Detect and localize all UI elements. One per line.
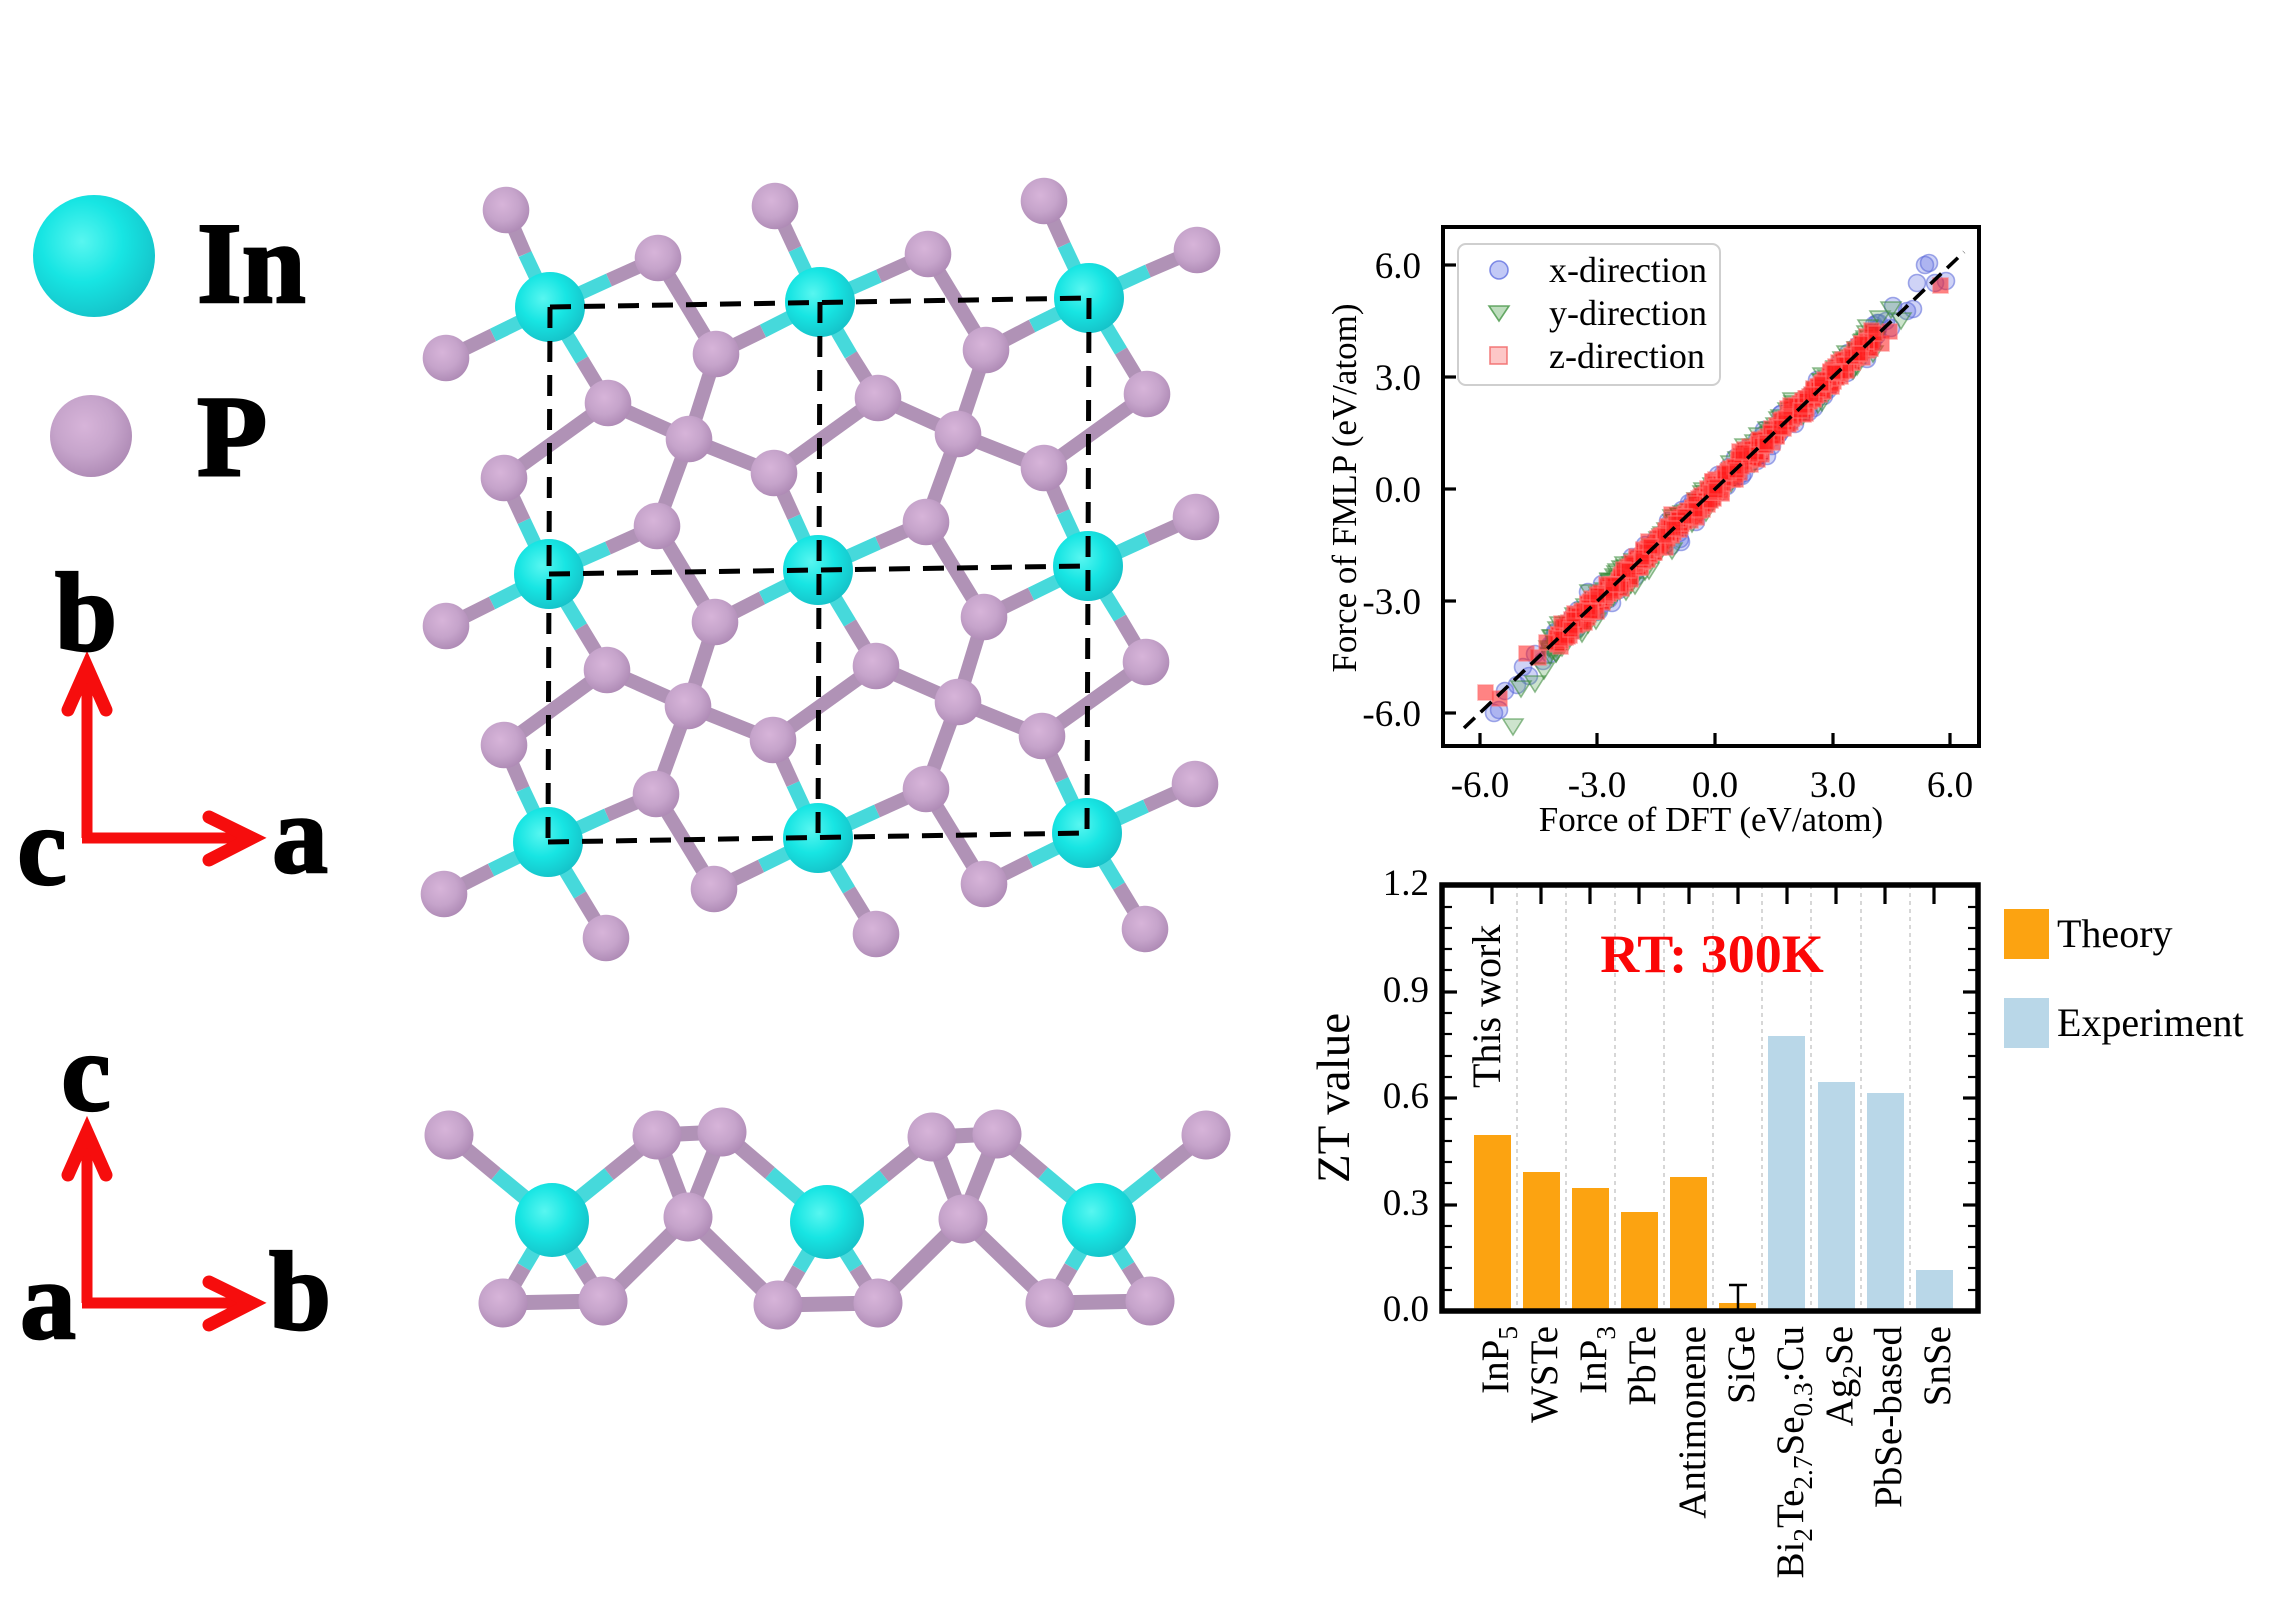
- svg-text:ZT value: ZT value: [1308, 1013, 1360, 1183]
- svg-text:y-direction: y-direction: [1549, 293, 1707, 333]
- svg-text:WSTe: WSTe: [1523, 1326, 1566, 1423]
- svg-text:Bi2​Te2.7​Se0.3​:Cu: Bi2​Te2.7​Se0.3​:Cu: [1769, 1326, 1818, 1579]
- svg-text:c: c: [61, 1011, 111, 1135]
- svg-text:-6.0: -6.0: [1362, 694, 1421, 735]
- svg-text:c: c: [17, 785, 67, 909]
- svg-text:3.0: 3.0: [1810, 765, 1856, 806]
- svg-text:a: a: [20, 1239, 76, 1363]
- svg-text:SnSe: SnSe: [1916, 1326, 1959, 1406]
- svg-text:This work: This work: [1464, 925, 1509, 1088]
- svg-text:In: In: [197, 200, 306, 327]
- svg-text:3.0: 3.0: [1375, 358, 1421, 399]
- svg-text:PbSe-based: PbSe-based: [1867, 1326, 1910, 1508]
- svg-text:Experiment: Experiment: [2057, 1000, 2244, 1045]
- svg-text:0.0: 0.0: [1375, 470, 1421, 511]
- svg-text:x-direction: x-direction: [1549, 250, 1707, 290]
- svg-text:Ag2​Se: Ag2​Se: [1818, 1326, 1867, 1426]
- svg-text:InP3​: InP3​: [1572, 1326, 1621, 1394]
- svg-text:RT: 300K: RT: 300K: [1600, 924, 1824, 984]
- svg-text:6.0: 6.0: [1927, 765, 1973, 806]
- svg-text:Force of FMLP (eV/atom): Force of FMLP (eV/atom): [1325, 303, 1364, 672]
- svg-text:InP5​: InP5​: [1474, 1326, 1523, 1394]
- svg-text:SiGe: SiGe: [1720, 1326, 1763, 1404]
- svg-text:6.0: 6.0: [1375, 246, 1421, 287]
- svg-text:0.0: 0.0: [1692, 765, 1738, 806]
- svg-text:z-direction: z-direction: [1549, 336, 1705, 376]
- svg-text:PbTe: PbTe: [1621, 1326, 1664, 1406]
- svg-text:0.0: 0.0: [1383, 1289, 1429, 1330]
- svg-text:0.6: 0.6: [1383, 1076, 1429, 1117]
- svg-text:-3.0: -3.0: [1362, 582, 1421, 623]
- svg-text:a: a: [272, 773, 328, 897]
- svg-text:-6.0: -6.0: [1451, 765, 1510, 806]
- svg-text:Theory: Theory: [2057, 911, 2173, 956]
- svg-text:-3.0: -3.0: [1568, 765, 1627, 806]
- svg-text:P: P: [197, 373, 267, 500]
- svg-text:Force of DFT (eV/atom): Force of DFT (eV/atom): [1539, 800, 1883, 839]
- svg-text:Antimonene: Antimonene: [1671, 1326, 1714, 1519]
- svg-text:b: b: [269, 1230, 331, 1354]
- svg-text:0.9: 0.9: [1383, 970, 1429, 1011]
- svg-text:1.2: 1.2: [1383, 863, 1429, 904]
- svg-text:b: b: [55, 551, 117, 675]
- svg-text:0.3: 0.3: [1383, 1183, 1429, 1224]
